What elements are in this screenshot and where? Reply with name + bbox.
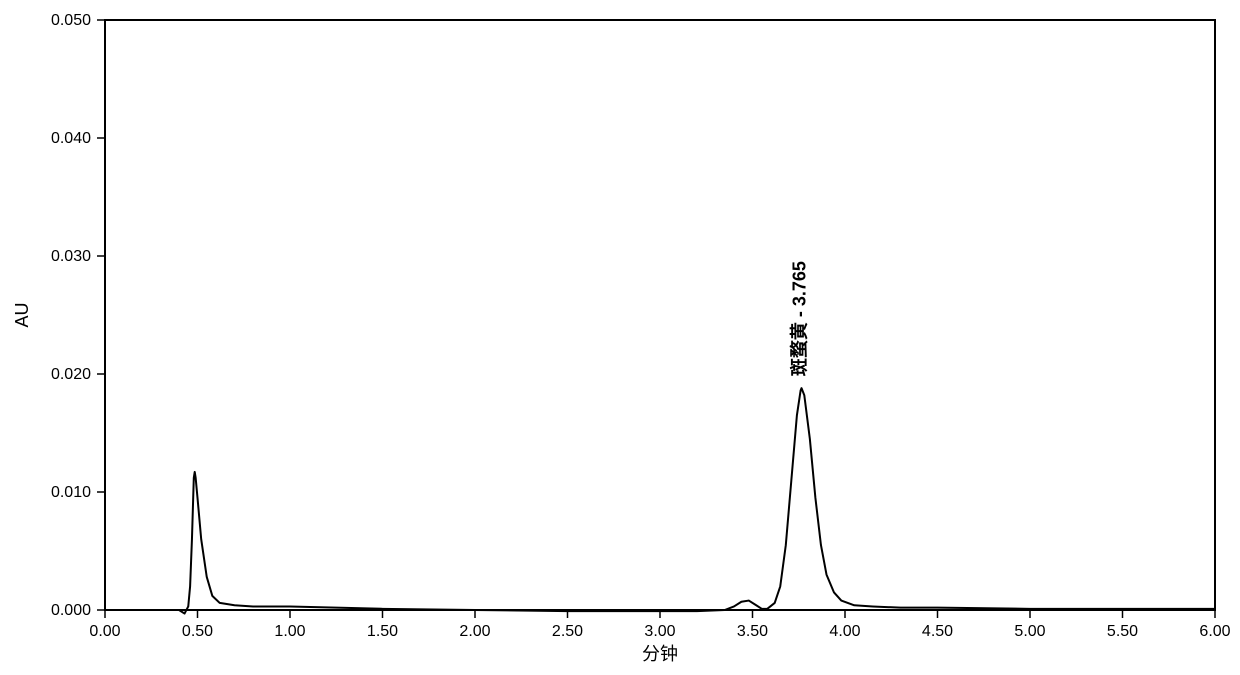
x-tick-label: 0.50 (182, 623, 213, 640)
chromatogram-chart: 0.00 0.50 1.00 1.50 2.00 2.50 3.00 3.50 4.00 4.50… (0, 0, 1240, 675)
x-tick-label: 3.00 (644, 623, 675, 640)
x-tick-label: 4.50 (922, 623, 953, 640)
x-axis-title: 分钟 (642, 644, 678, 664)
x-tick-label: 5.50 (1107, 623, 1138, 640)
y-tick-label: 0.050 (51, 12, 91, 29)
y-tick-label: 0.010 (51, 484, 91, 501)
chart-background (0, 0, 1240, 675)
y-tick-label: 0.020 (51, 366, 91, 383)
x-tick-label: 6.00 (1199, 623, 1230, 640)
y-tick-label: 0.000 (51, 602, 91, 619)
x-tick-label: 2.00 (459, 623, 490, 640)
x-tick-label: 2.50 (552, 623, 583, 640)
peak-label: 斑蝥黄 - 3.765 (789, 261, 810, 376)
y-axis-title: AU (12, 302, 32, 327)
x-tick-label: 0.00 (89, 623, 120, 640)
x-tick-label: 1.50 (367, 623, 398, 640)
y-tick-label: 0.030 (51, 248, 91, 265)
y-tick-label: 0.040 (51, 130, 91, 147)
x-tick-label: 3.50 (737, 623, 768, 640)
x-tick-label: 5.00 (1014, 623, 1045, 640)
x-tick-label: 4.00 (829, 623, 860, 640)
chart-svg: 0.00 0.50 1.00 1.50 2.00 2.50 3.00 3.50 4.00 4.50… (0, 0, 1240, 675)
x-tick-label: 1.00 (274, 623, 305, 640)
